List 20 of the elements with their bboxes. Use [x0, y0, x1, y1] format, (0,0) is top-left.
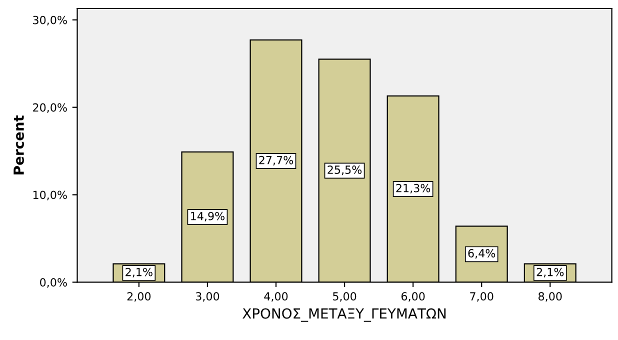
data-label: 6,4% [468, 249, 496, 259]
x-tick-label: 6,00 [401, 292, 425, 302]
y-axis-title: Percent [14, 115, 24, 174]
x-tick-label: 3,00 [196, 292, 220, 302]
data-label: 27,7% [259, 156, 294, 166]
data-label: 2,1% [126, 268, 152, 278]
x-tick-label: 4,00 [264, 292, 288, 302]
y-tick-label: 0,0% [40, 278, 67, 288]
x-tick-label: 8,00 [538, 292, 562, 302]
x-tick-label: 2,00 [127, 292, 151, 302]
x-axis-title: ΧΡΟΝΟΣ_ΜΕΤΑΞΥ_ΓΕΥΜΑΤΩΝ [242, 308, 446, 322]
data-label: 14,9% [191, 212, 224, 222]
data-label: 2,1% [536, 268, 564, 278]
data-label: 25,5% [328, 166, 362, 176]
y-tick-label: 20,0% [33, 103, 67, 113]
y-tick-label: 30,0% [33, 16, 67, 26]
x-tick-label: 5,00 [333, 292, 356, 302]
x-tick-label: 7,00 [470, 292, 494, 302]
y-tick-label: 10,0% [33, 190, 67, 200]
data-label: 21,3% [396, 184, 430, 194]
